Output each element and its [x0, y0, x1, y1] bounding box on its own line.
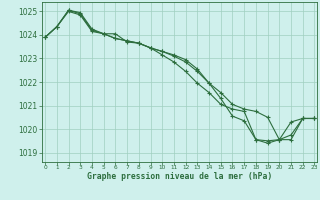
X-axis label: Graphe pression niveau de la mer (hPa): Graphe pression niveau de la mer (hPa) [87, 172, 272, 181]
